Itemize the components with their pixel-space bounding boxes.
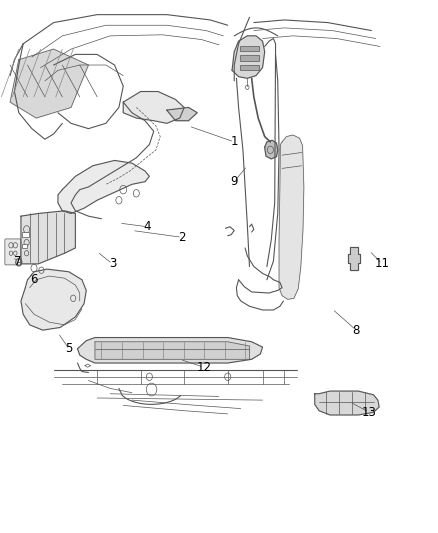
Text: 8: 8 [353,324,360,337]
Bar [240,65,259,70]
Polygon shape [21,269,86,330]
Polygon shape [265,140,278,159]
Text: 2: 2 [178,231,186,244]
Text: 9: 9 [230,175,238,188]
Polygon shape [123,92,184,123]
Text: 13: 13 [362,406,377,419]
Polygon shape [21,211,75,264]
Text: 3: 3 [109,257,116,270]
FancyBboxPatch shape [5,239,21,265]
Text: 1: 1 [230,135,238,148]
Polygon shape [95,342,250,359]
Polygon shape [348,247,360,270]
Bar [22,232,29,237]
Text: 4: 4 [143,220,151,233]
Text: 5: 5 [65,342,73,355]
Bar [22,244,27,248]
Polygon shape [58,160,149,214]
Text: 11: 11 [374,257,390,270]
Polygon shape [78,337,262,363]
Polygon shape [279,135,304,300]
Text: 6: 6 [30,273,38,286]
Text: 12: 12 [196,361,211,374]
Polygon shape [232,36,265,78]
Bar [240,46,259,51]
Text: 7: 7 [14,255,21,268]
Bar [240,55,259,61]
Polygon shape [10,49,88,118]
Polygon shape [167,108,197,120]
Polygon shape [315,391,379,415]
